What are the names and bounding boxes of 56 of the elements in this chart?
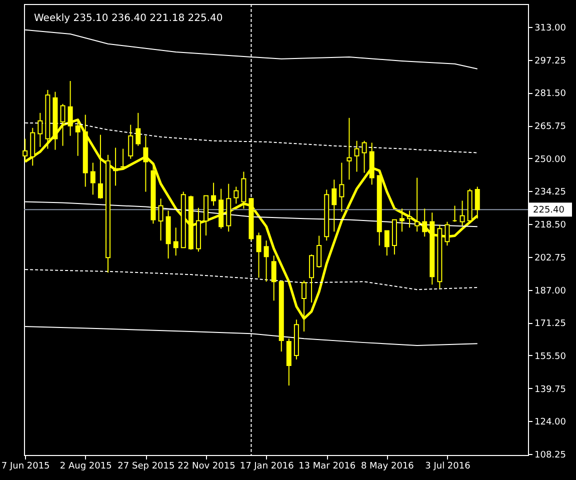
candlestick	[460, 200, 465, 226]
x-tick-label: 8 May 2016	[360, 462, 414, 472]
candlestick	[414, 177, 420, 232]
y-tick-label: 313.00	[534, 23, 566, 34]
candlestick	[90, 162, 96, 196]
candlestick	[316, 235, 322, 268]
x-tick-label: 27 Sep 2015	[118, 462, 175, 472]
y-tick-label: 108.25	[534, 450, 566, 461]
candlestick	[98, 134, 103, 200]
candlestick	[234, 186, 239, 204]
y-tick-label: 139.75	[534, 384, 566, 395]
x-tick-label: 7 Jun 2015	[1, 462, 50, 472]
candlestick	[256, 232, 262, 278]
candlestick	[384, 230, 390, 256]
x-tick-label: 22 Nov 2015	[178, 462, 236, 472]
candlestick	[173, 227, 178, 256]
y-tick-label: 250.00	[534, 154, 566, 165]
candlestick	[30, 127, 36, 166]
candlestick	[38, 112, 43, 148]
y-tick-label: 297.25	[534, 56, 566, 66]
y-tick-label: 124.00	[534, 418, 566, 428]
candlestick	[362, 140, 367, 174]
y-tick-label: 218.50	[534, 220, 566, 231]
y-tick-label: 265.75	[534, 122, 566, 132]
candlestick	[143, 135, 148, 192]
candlestick	[264, 240, 269, 282]
x-tick-label: 17 Jan 2016	[240, 462, 294, 472]
candlestick	[332, 179, 337, 232]
candlestick	[241, 171, 246, 210]
candlestick	[113, 147, 118, 186]
candlestick	[286, 338, 292, 386]
candlestick	[211, 182, 216, 206]
candlestick	[444, 221, 450, 246]
text: Weekly 235.10 236.40 221.18 225.40	[34, 13, 223, 24]
x-tick-label: 13 Mar 2016	[298, 462, 356, 472]
candlestick	[136, 112, 141, 146]
candlestick	[128, 124, 134, 160]
y-tick-label: 187.00	[534, 286, 566, 296]
y-tick-label: 202.75	[534, 253, 566, 264]
candlestick	[400, 208, 404, 232]
y-tick-label: 171.25	[534, 319, 566, 330]
x-tick-label: 3 Jul 2016	[425, 462, 471, 472]
candlestick	[271, 255, 276, 302]
candlestick	[158, 198, 164, 242]
candlestick	[120, 148, 126, 170]
candlestick	[309, 254, 314, 304]
candlestick	[354, 140, 360, 172]
ref-line-label: 225.40	[533, 206, 565, 216]
candlestick	[346, 117, 352, 180]
x-tick-label: 2 Aug 2015	[60, 462, 112, 472]
y-tick-label: 234.25	[534, 188, 566, 198]
y-tick-label: 155.50	[534, 352, 566, 362]
candlestick	[339, 162, 344, 212]
y-tick-label: 281.50	[534, 89, 566, 100]
candlestick	[422, 208, 428, 238]
candlestick	[407, 210, 412, 228]
